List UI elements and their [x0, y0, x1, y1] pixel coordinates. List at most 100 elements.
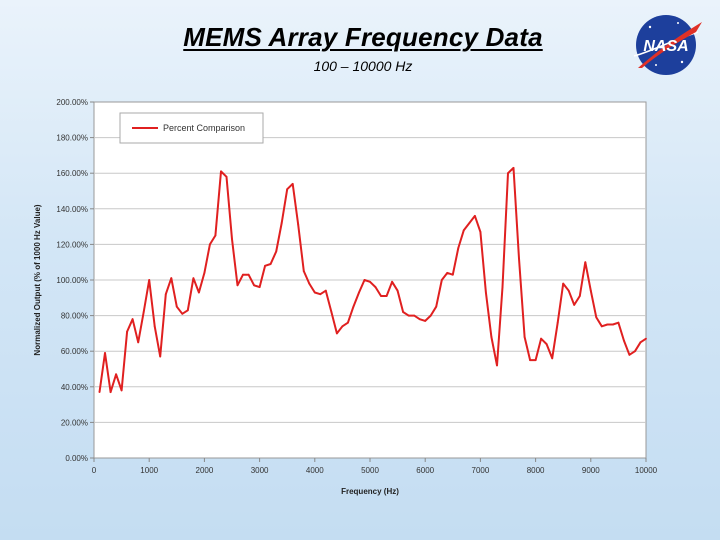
data-point [617, 321, 620, 324]
y-tick-label: 60.00% [61, 347, 88, 356]
y-tick-label: 100.00% [56, 276, 88, 285]
data-point [446, 272, 449, 274]
data-point [131, 318, 134, 321]
y-tick-label: 180.00% [56, 134, 88, 143]
data-point [186, 309, 189, 312]
data-point [639, 341, 642, 344]
data-point [192, 277, 195, 280]
data-point [584, 261, 587, 264]
data-point [529, 359, 531, 361]
x-tick-label: 4000 [306, 466, 324, 475]
data-point [380, 295, 382, 297]
data-point [297, 223, 300, 226]
logo-star [648, 25, 652, 29]
data-point [214, 234, 217, 237]
data-point [203, 272, 206, 274]
data-point [253, 284, 256, 287]
data-point [126, 330, 128, 333]
y-tick-labels: 0.00% 20.00% 40.00% 60.00% 80.00% 100.00% 120.… [56, 98, 88, 463]
y-tick-label: 80.00% [61, 312, 88, 321]
y-tick-label: 0.00% [65, 454, 88, 463]
y-tick-label: 20.00% [61, 418, 88, 427]
data-point [153, 325, 156, 328]
data-point [302, 270, 305, 272]
data-point [220, 170, 222, 173]
data-point [545, 343, 548, 345]
legend-label: Percent Comparison [163, 123, 245, 133]
data-point [606, 323, 609, 326]
x-tick-labels: 0 1000 2000 3000 4000 5000 6000 7000 8000 9000 100… [92, 466, 658, 475]
data-point [551, 357, 554, 360]
x-tick-label: 1000 [140, 466, 158, 475]
series-line-percent-comparison [98, 166, 647, 394]
data-point [358, 291, 360, 294]
data-point [363, 279, 366, 281]
y-tick-label: 40.00% [61, 383, 88, 392]
data-point [336, 332, 338, 335]
x-tick-label: 0 [92, 466, 97, 475]
data-point [374, 286, 377, 288]
data-point [435, 305, 438, 308]
data-point [275, 250, 278, 253]
logo-star [677, 22, 679, 24]
data-point [512, 167, 515, 169]
data-point [120, 389, 123, 392]
data-point [104, 352, 106, 354]
chart: 0.00% 20.00% 40.00% 60.00% 80.00% 100.00% 120.… [28, 90, 678, 500]
data-point [429, 314, 432, 317]
data-point [424, 320, 427, 322]
logo-star [680, 60, 684, 64]
data-point [231, 238, 233, 241]
data-point [159, 355, 162, 358]
slide-title: MEMS Array Frequency Data [183, 22, 543, 52]
data-point [556, 321, 559, 324]
data-point [402, 311, 404, 313]
data-point [440, 279, 443, 281]
data-point [600, 325, 603, 328]
data-point [115, 373, 117, 376]
data-point [612, 323, 614, 326]
data-point [236, 284, 239, 287]
data-point [98, 391, 101, 393]
data-point [181, 312, 184, 315]
data-point [324, 289, 327, 292]
data-point [242, 273, 244, 276]
logo-star [655, 64, 657, 66]
data-point [330, 311, 333, 313]
data-point [164, 293, 167, 296]
data-point [567, 289, 570, 292]
data-point [264, 264, 266, 267]
data-point [137, 341, 140, 344]
x-tick-label: 6000 [416, 466, 434, 475]
x-tick-label: 3000 [251, 466, 269, 475]
y-tick-label: 140.00% [56, 205, 88, 214]
data-point [562, 282, 565, 285]
data-point [109, 391, 112, 393]
data-point [319, 293, 322, 296]
data-point [507, 172, 509, 175]
x-tick-label: 8000 [527, 466, 545, 475]
data-point [407, 314, 410, 317]
data-point [573, 304, 576, 306]
x-tick-label: 9000 [582, 466, 600, 475]
chart-svg: 0.00% 20.00% 40.00% 60.00% 80.00% 100.00% 120.… [33, 98, 658, 496]
data-point [468, 222, 471, 224]
data-point [490, 336, 493, 338]
slide-subtitle: 100 – 10000 Hz [313, 58, 413, 74]
data-point [258, 286, 261, 288]
data-point [518, 257, 520, 260]
data-point [341, 325, 344, 328]
x-tick-label: 5000 [361, 466, 379, 475]
legend: Percent Comparison [119, 112, 264, 144]
x-tick-label: 10000 [635, 466, 658, 475]
data-point [396, 289, 399, 292]
data-point [479, 231, 482, 233]
y-axis-label: Normalized Output (% of 1000 Hz Value) [33, 204, 42, 355]
data-point [451, 273, 454, 276]
data-point [347, 321, 349, 324]
data-point [175, 305, 178, 308]
data-point [485, 291, 487, 294]
data-point [634, 350, 636, 353]
data-point [352, 305, 355, 308]
data-point [589, 289, 592, 292]
